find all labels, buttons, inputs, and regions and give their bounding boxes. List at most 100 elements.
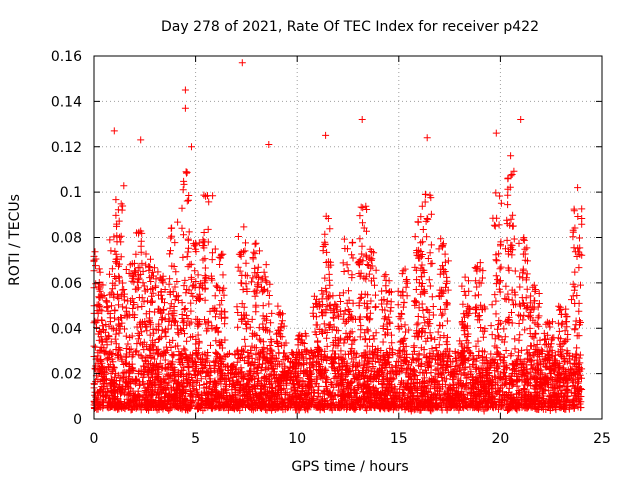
data-point [284, 367, 292, 375]
data-point [255, 324, 263, 332]
data-point [491, 335, 499, 343]
data-point [241, 335, 249, 343]
data-point [97, 363, 105, 371]
data-point [251, 250, 259, 258]
data-point [220, 352, 228, 360]
data-point [403, 366, 410, 374]
data-point [318, 355, 325, 363]
data-point [428, 345, 436, 353]
data-point [295, 353, 303, 361]
data-point [186, 320, 194, 328]
data-point [290, 400, 298, 408]
data-point [378, 380, 386, 388]
data-point [274, 343, 282, 350]
data-point [310, 349, 318, 356]
data-point [277, 320, 285, 328]
data-point [182, 386, 190, 394]
data-point [195, 239, 203, 247]
data-point [379, 373, 387, 381]
data-point [92, 262, 99, 270]
data-point [116, 323, 124, 331]
data-point [275, 349, 283, 357]
data-point [393, 357, 401, 365]
data-point [253, 392, 261, 400]
data-point [539, 392, 547, 400]
data-point [300, 340, 308, 347]
data-point [102, 336, 110, 344]
data-point [510, 235, 518, 243]
data-point [183, 312, 191, 319]
data-point [147, 353, 155, 361]
data-point [138, 328, 146, 336]
data-point [353, 397, 361, 404]
data-point [421, 319, 429, 327]
data-point [240, 357, 248, 365]
data-point [511, 345, 519, 353]
data-point [440, 240, 447, 248]
data-point [150, 329, 158, 337]
data-point [462, 374, 470, 382]
data-point [280, 384, 288, 392]
data-point [359, 219, 366, 227]
data-point [449, 392, 457, 400]
data-point [324, 258, 332, 266]
data-point [346, 367, 354, 375]
data-point [330, 383, 338, 391]
data-point [144, 397, 151, 405]
data-point [119, 383, 127, 391]
data-point [121, 378, 129, 386]
data-point [404, 364, 412, 372]
data-point [337, 382, 345, 390]
data-point [140, 282, 148, 290]
data-point [449, 358, 457, 366]
data-point [144, 383, 152, 391]
data-point [125, 391, 133, 399]
data-point [112, 340, 120, 348]
data-point [391, 385, 399, 393]
data-point [439, 310, 447, 318]
data-point [334, 311, 342, 319]
data-point [202, 402, 210, 410]
data-point [198, 361, 206, 369]
data-point [199, 256, 207, 264]
data-point [118, 357, 126, 365]
data-point [103, 391, 111, 399]
data-point [573, 344, 581, 352]
data-point [461, 355, 469, 363]
data-point [510, 361, 518, 369]
data-point [336, 363, 344, 371]
data-point [342, 363, 350, 371]
data-point [336, 291, 344, 299]
data-point [364, 327, 372, 335]
data-point [393, 398, 401, 406]
data-point [241, 372, 249, 380]
data-point [157, 309, 165, 317]
data-point [509, 222, 517, 230]
data-point [351, 336, 359, 344]
data-point [212, 325, 220, 332]
data-point [434, 328, 442, 336]
data-points [90, 59, 586, 415]
data-point [315, 382, 323, 390]
data-point [263, 373, 271, 381]
data-point [174, 404, 182, 412]
data-point [538, 369, 546, 377]
data-point [510, 365, 518, 372]
data-point [252, 351, 260, 359]
data-point [285, 355, 292, 363]
data-point [308, 370, 316, 378]
data-point [331, 334, 339, 342]
data-point [171, 387, 179, 395]
data-point [515, 388, 523, 396]
data-point [122, 266, 130, 273]
data-point [304, 390, 312, 398]
data-point [155, 383, 163, 391]
data-point [480, 383, 488, 390]
data-point [184, 236, 192, 244]
data-point [302, 347, 310, 355]
data-point [220, 284, 228, 292]
data-point [196, 381, 203, 389]
data-point [377, 364, 385, 372]
data-point [139, 341, 146, 349]
data-point [192, 393, 200, 401]
